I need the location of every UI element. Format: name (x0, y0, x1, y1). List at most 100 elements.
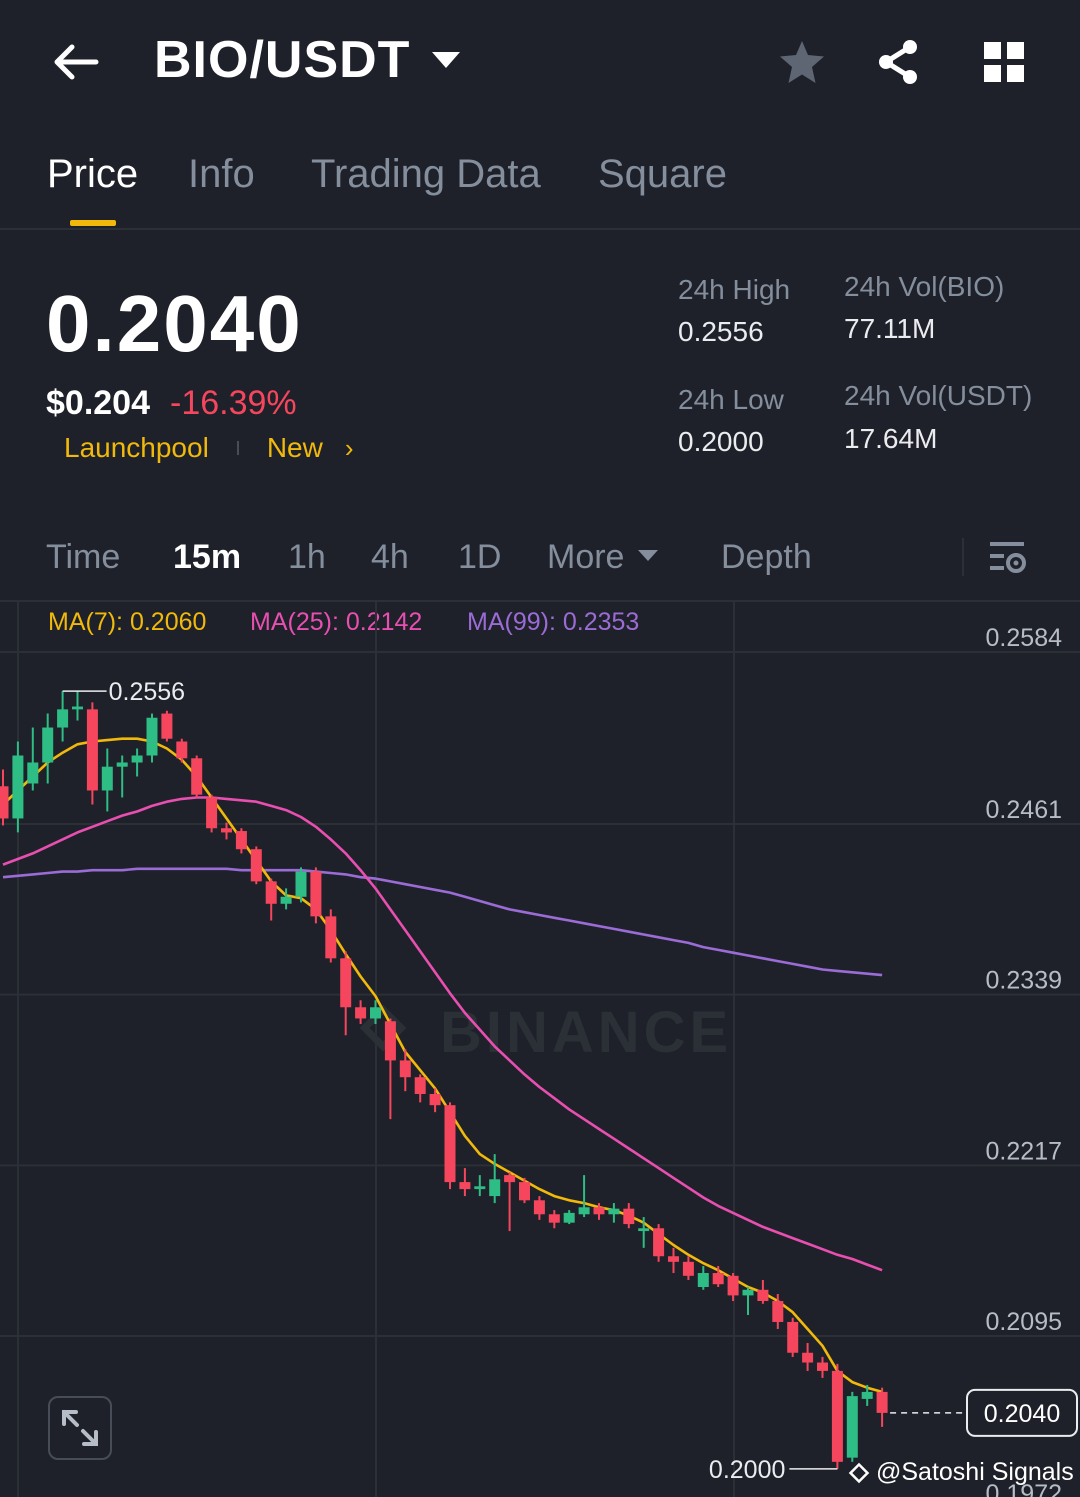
candle-down (548, 1210, 560, 1229)
expand-icon (62, 1410, 98, 1446)
candlestick-chart[interactable]: BINANCE 0.2556 0.2000 0.2040 0.2584 0.2461 0… (0, 602, 1080, 1497)
candle-down (384, 1018, 396, 1120)
candle-down (250, 846, 262, 885)
candle-body (131, 755, 143, 763)
last-price: 0.2040 (46, 279, 303, 368)
favorite-button[interactable] (776, 36, 828, 88)
caret-down-icon (638, 549, 659, 561)
stat-vol-base-value: 77.11M (844, 313, 936, 344)
candle-down (668, 1247, 679, 1274)
share-icon (879, 40, 917, 84)
candle-body (817, 1362, 828, 1371)
caret-down-icon (432, 52, 461, 68)
candle-body (221, 828, 232, 833)
share-button[interactable] (872, 36, 924, 88)
candle-body (116, 762, 128, 767)
candle-body (57, 709, 69, 728)
active-tab-indicator (70, 220, 116, 226)
pair-title: BIO/USDT (154, 31, 411, 89)
y-tick-label: 0.2095 (986, 1308, 1062, 1336)
candle-up (57, 691, 69, 742)
tab-info[interactable]: Info (188, 152, 255, 196)
candle-body (370, 1007, 381, 1019)
candle-down (355, 1000, 367, 1025)
interval-more[interactable]: More (547, 538, 659, 577)
candle-down (310, 867, 322, 924)
candle-body (831, 1370, 843, 1462)
candle-body (27, 762, 39, 784)
candle-down (682, 1256, 694, 1281)
candle-down (802, 1342, 814, 1371)
candle-body (101, 766, 113, 791)
y-tick-label: 0.2584 (986, 624, 1063, 652)
interval-1h[interactable]: 1h (288, 538, 326, 576)
candle-down (817, 1356, 828, 1378)
launchpool-tag[interactable]: Launchpool (64, 432, 209, 463)
interval-time[interactable]: Time (46, 538, 121, 576)
candle-body (712, 1273, 724, 1285)
candle-body (623, 1208, 635, 1225)
candle-body (519, 1182, 530, 1201)
layout-button[interactable] (978, 36, 1030, 88)
interval-more-label: More (547, 538, 625, 576)
tab-square[interactable]: Square (598, 152, 727, 196)
candle-body (757, 1289, 769, 1301)
candle-body (727, 1275, 739, 1296)
candle-up (489, 1154, 501, 1204)
candle-body (548, 1214, 560, 1223)
ma99-legend: MA(99): 0.2353 (467, 608, 640, 636)
pair-selector[interactable]: BIO/USDT (154, 30, 461, 90)
last-price-label: 0.2040 (984, 1400, 1060, 1428)
new-tag[interactable]: New (266, 432, 323, 463)
candle-body (474, 1186, 486, 1190)
credit-watermark: @Satoshi Signals (846, 1458, 1074, 1487)
y-tick-label: 0.2217 (986, 1137, 1062, 1165)
candle-down (340, 951, 352, 1036)
candle-down (0, 769, 9, 826)
candle-body (191, 758, 203, 795)
candle-up (578, 1175, 590, 1218)
candle-body (608, 1208, 620, 1215)
candle-body (802, 1352, 814, 1363)
candle-body (861, 1391, 873, 1399)
interval-1d[interactable]: 1D (458, 538, 502, 576)
tab-price[interactable]: Price (47, 152, 139, 196)
chevron-right-icon[interactable]: › (344, 432, 354, 463)
candle-down (712, 1266, 724, 1288)
depth-tab[interactable]: Depth (721, 538, 812, 576)
grid-icon (984, 42, 1024, 82)
candle-body (578, 1207, 590, 1215)
chart-area[interactable]: BINANCE 0.2556 0.2000 0.2040 0.2584 0.2461 0… (0, 602, 1080, 1497)
fullscreen-button[interactable] (48, 1396, 112, 1460)
candle-body (638, 1228, 650, 1232)
stat-vol-quote-label: 24h Vol(USDT) (844, 380, 1033, 411)
candle-body (742, 1289, 754, 1296)
interval-15m[interactable]: 15m (173, 538, 242, 576)
chart-settings-icon (990, 542, 1026, 573)
candle-body (42, 727, 54, 763)
stat-high-label: 24h High (678, 274, 791, 305)
star-icon (780, 41, 824, 83)
candle-body (86, 709, 98, 791)
candle-body (176, 741, 188, 759)
candle-body (593, 1207, 605, 1215)
interval-4h[interactable]: 4h (371, 538, 409, 576)
candle-body (399, 1060, 411, 1078)
tab-trading-data[interactable]: Trading Data (311, 152, 541, 196)
candle-up (861, 1384, 873, 1406)
candle-body (295, 871, 307, 897)
credit-text: @Satoshi Signals (876, 1458, 1074, 1486)
ma99-line (2, 867, 883, 977)
candle-down (459, 1168, 471, 1197)
ma25-line (2, 796, 883, 1272)
candle-down (86, 702, 98, 805)
candle-up (608, 1203, 620, 1223)
candle-body (668, 1256, 679, 1262)
chart-settings-button[interactable] (986, 536, 1030, 580)
back-button[interactable] (48, 36, 104, 88)
candle-up (27, 727, 39, 791)
candle-body (12, 755, 24, 819)
candle-down (831, 1363, 843, 1469)
candle-body (265, 881, 277, 904)
stat-low-label: 24h Low (678, 384, 784, 415)
